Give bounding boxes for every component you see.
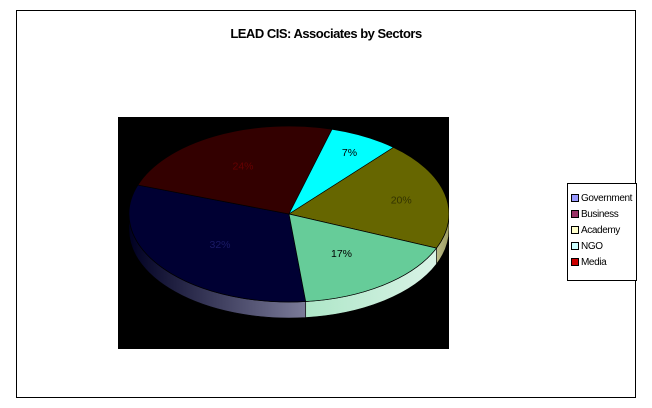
data-label-slice: 17% [331, 248, 352, 260]
data-label-government: 32% [209, 239, 230, 251]
legend-item-ngo: NGO [571, 238, 636, 254]
legend-label-academy: Academy [581, 224, 620, 236]
pie-slice-business [137, 125, 333, 215]
data-label-academy: 20% [391, 195, 412, 207]
data-label-business: 24% [232, 161, 253, 173]
legend-swatch-business [571, 210, 579, 218]
plot-area: 32% 24% 7% 20% 17% [118, 117, 449, 349]
legend-item-business: Business [571, 206, 636, 222]
legend-swatch-ngo [571, 242, 579, 250]
legend-item-academy: Academy [571, 222, 636, 238]
pie-slice-slice [288, 213, 438, 302]
legend-label-business: Business [581, 208, 619, 220]
chart-title: LEAD CIS: Associates by Sectors [230, 26, 422, 41]
pie-data-labels: 32% 24% 7% 20% 17% [209, 147, 411, 260]
data-label-ngo: 7% [342, 147, 357, 159]
pie-slice-government [128, 184, 307, 303]
legend-item-media: Media [571, 254, 636, 270]
legend-label-government: Government [581, 192, 633, 204]
legend-swatch-academy [571, 226, 579, 234]
legend-label-media: Media [581, 256, 607, 268]
pie-chart: 32% 24% 7% 20% 17% [128, 125, 449, 319]
legend-swatch-government [571, 194, 579, 202]
legend-item-government: Government [571, 190, 636, 206]
legend-label-ngo: NGO [581, 240, 603, 252]
pie-tops [128, 125, 449, 303]
legend: Government Business Academy NGO Media [567, 183, 637, 281]
legend-swatch-media [571, 258, 579, 266]
